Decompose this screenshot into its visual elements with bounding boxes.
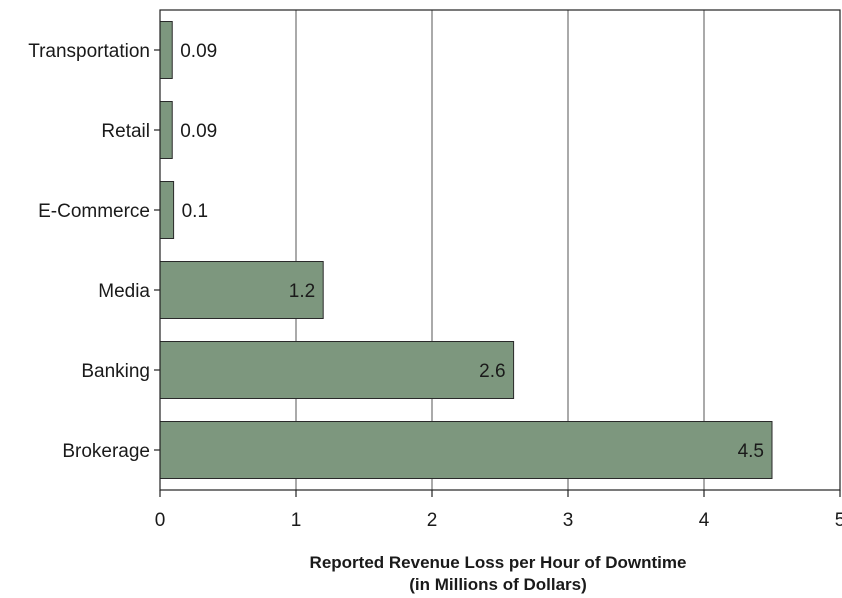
x-tick-label-1: 1 [291,510,302,531]
x-axis-title-line2: (in Millions of Dollars) [409,575,587,594]
bar-retail [159,101,173,159]
plot-frame [159,9,841,491]
category-label-e-commerce: E-Commerce [38,201,150,222]
x-tick-label-2: 2 [427,510,438,531]
data-label-brokerage: 4.5 [738,441,764,462]
x-tick-label-4: 4 [699,510,710,531]
data-labels: 0.09 0.09 0.1 1.2 2.6 4.5 [180,41,764,462]
bar-chart: 0.09 0.09 0.1 1.2 2.6 4.5 Transportation Retai… [28,9,842,531]
bar-banking [159,341,515,399]
data-label-banking: 2.6 [479,361,505,382]
data-label-media: 1.2 [289,281,315,302]
category-label-media: Media [98,281,150,302]
category-label-brokerage: Brokerage [62,441,150,462]
category-labels: Transportation Retail E-Commerce Media Banki… [28,41,150,462]
category-label-retail: Retail [101,121,150,142]
bar-transportation [159,21,173,79]
bar-e-commerce [159,181,175,239]
x-tick-labels: 0 1 2 3 4 5 [155,510,842,531]
x-tick-label-3: 3 [563,510,574,531]
data-label-e-commerce: 0.1 [182,201,208,222]
x-tick-label-0: 0 [155,510,166,531]
category-label-banking: Banking [81,361,150,382]
bar-media [159,261,324,319]
data-label-retail: 0.09 [180,121,217,142]
bar-brokerage [159,421,773,479]
data-label-transportation: 0.09 [180,41,217,62]
category-label-transportation: Transportation [28,41,150,62]
x-tick-label-5: 5 [835,510,842,531]
x-axis-title-line1: Reported Revenue Loss per Hour of Downti… [309,553,687,572]
bars [154,21,773,479]
gridlines [159,10,841,497]
